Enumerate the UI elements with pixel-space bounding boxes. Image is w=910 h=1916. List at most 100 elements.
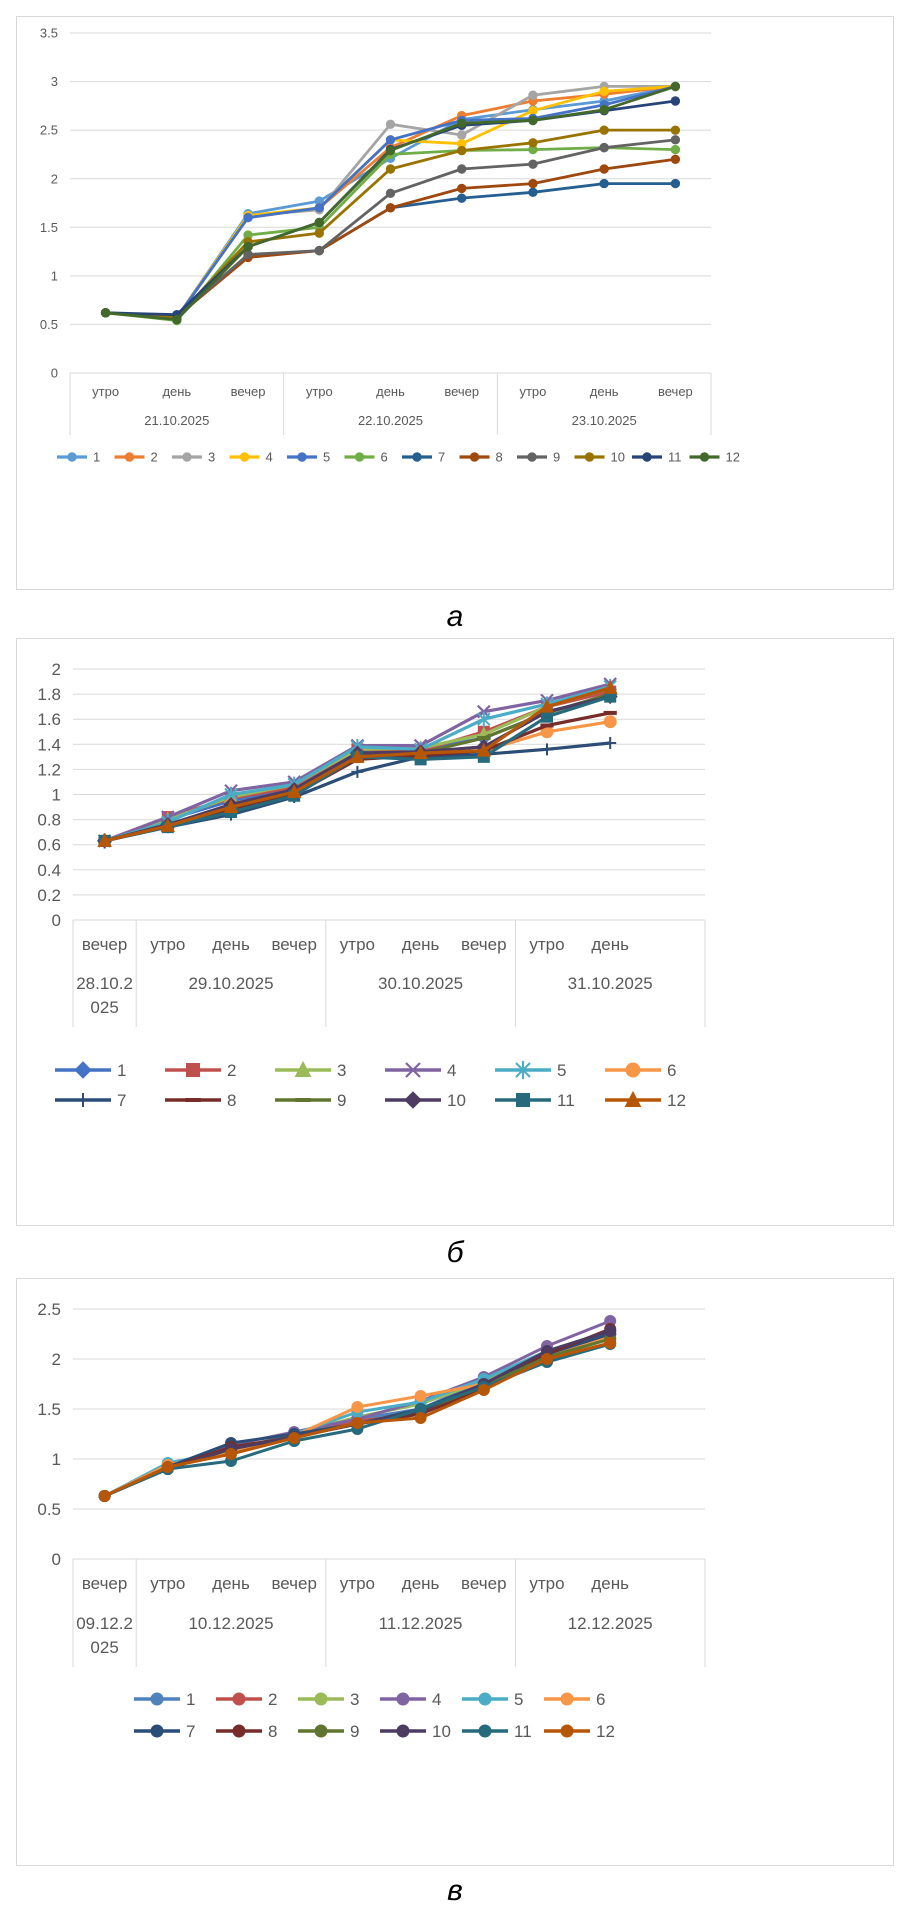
- data-point: [457, 183, 467, 194]
- y-tick-label: 0: [52, 911, 61, 930]
- caption-b: б: [446, 1236, 464, 1269]
- legend-item: 8: [459, 450, 503, 465]
- y-tick-label: 0.8: [37, 811, 61, 830]
- series-2: [100, 81, 681, 323]
- x-tick-label: день: [162, 384, 191, 399]
- plot-area: [98, 1315, 617, 1502]
- y-axis: 0 0.5 1 1.5 2 2.5: [37, 1300, 61, 1569]
- data-point: [160, 818, 175, 832]
- legend-item: 3: [298, 1690, 359, 1709]
- legend-item: 4: [380, 1690, 441, 1709]
- legend-label: 5: [557, 1061, 566, 1080]
- data-point: [670, 125, 681, 135]
- legend-item: 9: [517, 450, 560, 465]
- legend-label: 6: [381, 450, 388, 465]
- legend-label: 5: [323, 450, 330, 465]
- legend-label: 10: [447, 1091, 466, 1110]
- data-point: [314, 203, 324, 213]
- data-point: [540, 723, 554, 728]
- series-line: [104, 685, 611, 843]
- data-point: [670, 96, 681, 106]
- data-point: [528, 159, 538, 169]
- legend-marker: [469, 452, 480, 462]
- date-label: 31.10.2025: [568, 974, 653, 993]
- data-point: [541, 710, 553, 723]
- data-point: [314, 228, 324, 238]
- legend-label: 2: [268, 1690, 277, 1709]
- legend-marker: [185, 1098, 201, 1102]
- legend-label: 1: [186, 1690, 195, 1709]
- y-tick-label: 1.4: [37, 735, 61, 754]
- legend-marker: [239, 452, 250, 462]
- legend-label: 8: [268, 1722, 277, 1741]
- date-label: 23.10.2025: [572, 413, 637, 428]
- series-4: [100, 81, 681, 323]
- x-tick-label: утро: [92, 384, 119, 399]
- data-point: [100, 308, 111, 318]
- legend-label: 3: [350, 1690, 359, 1709]
- date-label: 21.10.2025: [144, 413, 209, 428]
- y-tick-label: 2: [52, 1350, 61, 1369]
- legend-item: 10: [574, 450, 625, 465]
- gridlines: [70, 32, 711, 374]
- legend-item: 7: [55, 1091, 126, 1110]
- line-chart-b: 0 0.2 0.4 0.6 0.8 1 1.2 1.4 1.6 1.8 2 вечер утро день…: [37, 660, 706, 1110]
- legend-item: 3: [172, 450, 215, 465]
- legend-marker: [124, 452, 135, 462]
- legend-label: 12: [667, 1091, 686, 1110]
- legend-label: 8: [496, 450, 503, 465]
- data-point: [457, 193, 467, 203]
- legend-item: 2: [114, 450, 158, 465]
- x-axis: утро день вечер утро день вечер утро день вечер 2…: [69, 373, 712, 435]
- y-tick-label: 1.5: [37, 1400, 61, 1419]
- legend-label: 11: [514, 1722, 532, 1741]
- legend-marker: [314, 1692, 328, 1706]
- series-8: [100, 154, 681, 322]
- legend-label: 2: [151, 450, 158, 465]
- legend-label: 9: [350, 1722, 359, 1741]
- data-point: [243, 242, 253, 252]
- legend-item: 5: [462, 1690, 523, 1709]
- legend-marker: [642, 452, 652, 462]
- legend-label: 12: [596, 1722, 615, 1741]
- data-point: [604, 737, 617, 750]
- legend-label: 4: [447, 1061, 456, 1080]
- y-tick-label: 3: [51, 74, 58, 89]
- y-tick-label: 0: [51, 366, 58, 381]
- data-point: [457, 145, 467, 156]
- legend-item: 3: [275, 1060, 346, 1080]
- x-tick-label: вечер: [461, 1574, 507, 1593]
- date-label: 025: [90, 998, 118, 1017]
- legend-label: 8: [227, 1091, 236, 1110]
- data-point: [604, 1325, 617, 1337]
- legend-item: 5: [495, 1060, 566, 1080]
- data-point: [350, 749, 365, 763]
- data-point: [385, 145, 396, 156]
- x-tick-label: день: [402, 1574, 440, 1593]
- legend-marker: [354, 452, 365, 462]
- date-label: 28.10.2: [76, 974, 133, 993]
- data-point: [351, 1401, 364, 1413]
- x-tick-label: вечер: [461, 935, 507, 954]
- y-tick-label: 1: [52, 1450, 61, 1469]
- x-tick-label: вечер: [231, 384, 266, 399]
- data-point: [413, 745, 428, 760]
- data-point: [599, 178, 609, 189]
- legend-marker: [404, 1091, 422, 1109]
- y-tick-label: 1.5: [40, 220, 58, 235]
- y-tick-label: 2: [51, 171, 58, 186]
- legend-item: 1: [57, 450, 100, 465]
- legend-item: 7: [402, 450, 445, 465]
- date-label: 12.12.2025: [568, 1614, 653, 1633]
- y-axis: 0 0.2 0.4 0.6 0.8 1 1.2 1.4 1.6 1.8 2: [37, 660, 61, 930]
- legend-marker: [699, 452, 710, 462]
- data-point: [599, 105, 609, 115]
- legend-marker: [67, 452, 77, 462]
- chart-panel-a: 0 0.5 1 1.5 2 2.5 3 3.5 утро день вечер утро день веч…: [16, 16, 894, 590]
- legend-item: 12: [544, 1722, 615, 1741]
- data-point: [314, 245, 324, 256]
- x-tick-label: день: [212, 935, 250, 954]
- data-point: [599, 86, 609, 96]
- data-point: [670, 81, 681, 92]
- legend-marker: [232, 1724, 246, 1738]
